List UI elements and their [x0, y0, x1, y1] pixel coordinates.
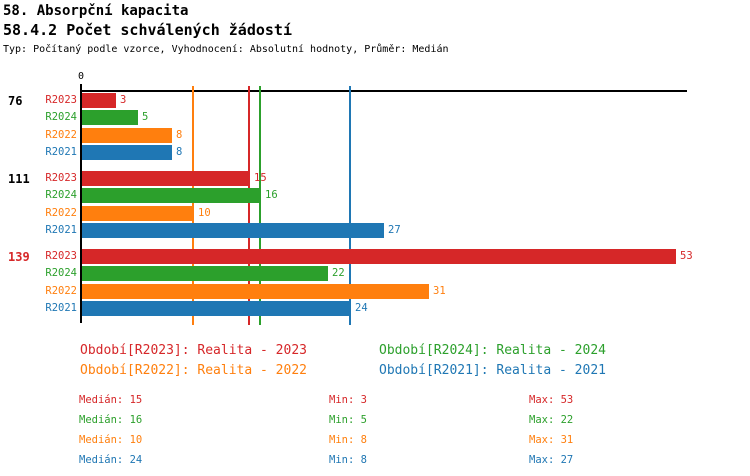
bar-value-label: 24: [355, 302, 368, 314]
stat-median: Medián: 16: [79, 414, 143, 426]
bar-row-label: R2024: [45, 267, 77, 279]
stat-median: Medián: 24: [79, 454, 143, 466]
bar-row-label: R2024: [45, 189, 77, 201]
bar-row-label: R2024: [45, 111, 77, 123]
bar-R2024: [82, 110, 138, 125]
group-label: 139: [8, 250, 30, 264]
bar-row-label: R2023: [45, 172, 77, 184]
bar-value-label: 10: [198, 207, 211, 219]
x-axis-line: [81, 90, 687, 92]
bar-R2021: [82, 301, 351, 316]
bar-row-label: R2023: [45, 250, 77, 262]
bar-row-label: R2022: [45, 129, 77, 141]
median-gridline-R2021: [349, 86, 351, 325]
bar-R2022: [82, 206, 194, 221]
bar-R2022: [82, 284, 429, 299]
bar-value-label: 3: [120, 94, 127, 106]
bar-R2021: [82, 223, 384, 238]
stat-median: Medián: 15: [79, 394, 143, 406]
bar-row-label: R2022: [45, 207, 77, 219]
legend-item: Období[R2024]: Realita - 2024: [379, 343, 606, 358]
stat-max: Max: 31: [529, 434, 574, 446]
bar-R2023: [82, 249, 676, 264]
stat-max: Max: 53: [529, 394, 574, 406]
bar-row-label: R2022: [45, 285, 77, 297]
bar-value-label: 15: [254, 172, 267, 184]
stat-min: Min: 8: [329, 454, 367, 466]
stat-min: Min: 5: [329, 414, 367, 426]
stat-max: Max: 22: [529, 414, 574, 426]
bar-value-label: 8: [176, 146, 183, 158]
legend-item: Období[R2021]: Realita - 2021: [379, 363, 606, 378]
stat-min: Min: 3: [329, 394, 367, 406]
bar-value-label: 53: [680, 250, 693, 262]
bar-R2023: [82, 171, 250, 186]
stat-max: Max: 27: [529, 454, 574, 466]
bar-R2024: [82, 266, 328, 281]
bar-R2024: [82, 188, 261, 203]
bar-row-label: R2021: [45, 302, 77, 314]
bar-row-label: R2023: [45, 94, 77, 106]
bar-R2023: [82, 93, 116, 108]
bar-value-label: 31: [433, 285, 446, 297]
stat-min: Min: 8: [329, 434, 367, 446]
group-label: 111: [8, 172, 30, 186]
bar-value-label: 5: [142, 111, 149, 123]
page-subtitle: 58.4.2 Počet schválených žádostí: [3, 21, 292, 39]
median-gridline-R2022: [192, 86, 194, 325]
page-title: 58. Absorpční kapacita: [3, 3, 189, 19]
bar-R2021: [82, 145, 172, 160]
median-gridline-R2024: [259, 86, 261, 325]
bar-value-label: 16: [265, 189, 278, 201]
bar-value-label: 27: [388, 224, 401, 236]
median-gridline-R2023: [248, 86, 250, 325]
legend-item: Období[R2022]: Realita - 2022: [80, 363, 307, 378]
axis-origin-label: 0: [77, 71, 85, 82]
y-axis-line: [80, 90, 82, 323]
group-label: 76: [8, 94, 23, 108]
legend-item: Období[R2023]: Realita - 2023: [80, 343, 307, 358]
stat-median: Medián: 10: [79, 434, 143, 446]
bar-R2022: [82, 128, 172, 143]
bar-row-label: R2021: [45, 224, 77, 236]
bar-row-label: R2021: [45, 146, 77, 158]
chart-meta-line: Typ: Počítaný podle vzorce, Vyhodnocení:…: [3, 44, 449, 55]
bar-value-label: 8: [176, 129, 183, 141]
axis-origin-tick: [80, 84, 82, 90]
bar-value-label: 22: [332, 267, 345, 279]
